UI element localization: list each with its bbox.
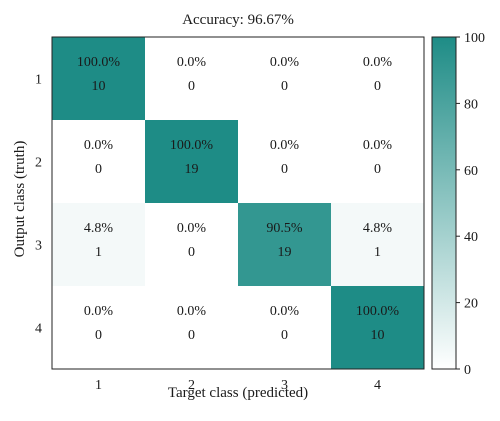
colorbar-tick-label: 80 [464,97,478,112]
heatmap-cell [331,286,424,369]
cell-percent-label: 0.0% [270,304,300,319]
heatmap-cell [145,37,238,120]
y-tick-label: 2 [35,156,42,171]
colorbar-tick-label: 60 [464,164,478,179]
cell-count-label: 0 [188,79,195,94]
y-tick-labels: 1 2 3 4 [35,73,42,337]
x-tick-labels: 1 2 3 4 [95,378,381,393]
cell-count-label: 1 [95,245,102,260]
x-tick-label: 4 [374,378,381,393]
cell-count-label: 0 [188,245,195,260]
heatmap-cell [52,203,145,286]
cell-count-label: 0 [374,162,381,177]
heatmap-cell [52,286,145,369]
colorbar-tick-label: 40 [464,230,478,245]
cell-percent-label: 0.0% [270,55,300,70]
cell-percent-label: 0.0% [177,221,207,236]
cell-percent-label: 90.5% [266,221,303,236]
y-tick-label: 4 [35,322,42,337]
cell-count-label: 19 [278,245,292,260]
cell-percent-label: 4.8% [84,221,114,236]
y-tick-label: 3 [35,239,42,254]
heatmap-cell [145,120,238,203]
heatmap-cell [331,120,424,203]
colorbar-tick-label: 0 [464,363,471,378]
cell-count-label: 0 [95,328,102,343]
heatmap-cell [52,37,145,120]
cell-count-label: 1 [374,245,381,260]
cell-percent-label: 100.0% [77,55,121,70]
cell-percent-label: 0.0% [363,55,393,70]
colorbar-tick-label: 20 [464,297,478,312]
cell-percent-label: 100.0% [356,304,400,319]
heatmap-cell [331,37,424,120]
cell-percent-label: 0.0% [270,138,300,153]
cell-count-label: 19 [185,162,199,177]
cell-count-label: 0 [281,328,288,343]
y-tick-label: 1 [35,73,42,88]
heatmap-cell [238,286,331,369]
plot-frame [51,36,425,370]
x-tick-label: 1 [95,378,102,393]
heatmap-cell [52,120,145,203]
heatmap-cell [331,203,424,286]
cell-percent-label: 0.0% [177,304,207,319]
cell-count-label: 0 [374,79,381,94]
colorbar-tick-label: 100 [464,31,485,46]
heatmap-cells: 100.0%100.0%00.0%00.0%00.0%0100.0%190.0%… [52,37,424,369]
x-axis-label: Target class (predicted) [168,385,308,401]
colorbar [431,36,457,370]
cell-percent-label: 0.0% [84,138,114,153]
heatmap-cell [238,120,331,203]
heatmap-cell [238,37,331,120]
heatmap-cell [145,203,238,286]
cell-count-label: 0 [281,162,288,177]
cell-percent-label: 0.0% [363,138,393,153]
cell-count-label: 10 [371,328,385,343]
cell-percent-label: 0.0% [84,304,114,319]
cell-count-label: 0 [188,328,195,343]
cell-count-label: 0 [281,79,288,94]
heatmap-cell [238,203,331,286]
cell-percent-label: 100.0% [170,138,214,153]
cell-count-label: 0 [95,162,102,177]
chart-title: Accuracy: 96.67% [182,12,294,28]
cell-percent-label: 4.8% [363,221,393,236]
x-tick-label: 2 [188,378,195,393]
y-axis-label: Output class (truth) [12,141,28,258]
cell-percent-label: 0.0% [177,55,207,70]
x-tick-label: 3 [281,378,288,393]
cell-count-label: 10 [92,79,106,94]
heatmap-cell [145,286,238,369]
colorbar-ticks: 0 20 40 60 80 100 [456,31,485,378]
